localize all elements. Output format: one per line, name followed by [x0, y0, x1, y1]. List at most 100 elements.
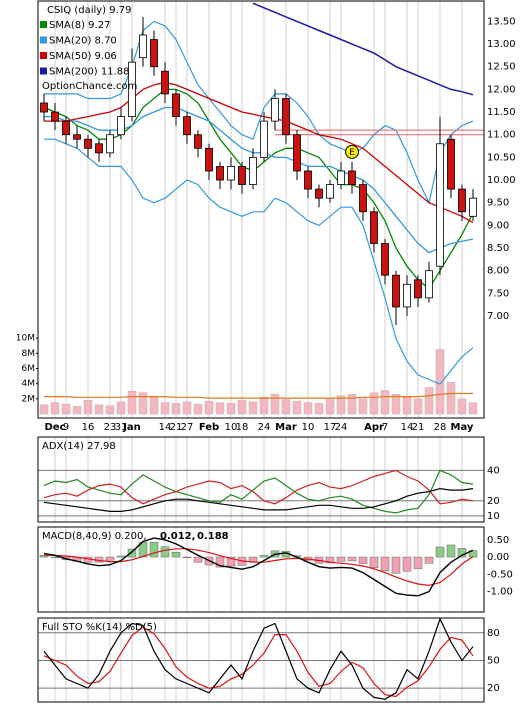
y-tick-label: 13.50 [487, 16, 516, 27]
panel-border [37, 436, 485, 523]
legend-swatch [40, 21, 47, 28]
candle-body [403, 283, 411, 308]
moving-average [43, 88, 474, 290]
candle-body [469, 197, 477, 217]
histogram-bar [347, 556, 357, 562]
volume-bar [446, 381, 456, 415]
histogram-bar [193, 556, 203, 563]
y-tick-label: 8.00 [487, 266, 509, 277]
candle-body [249, 156, 257, 185]
volume-bar [94, 404, 104, 415]
y-tick-label: 40 [487, 465, 500, 476]
volume-bar [402, 397, 412, 415]
histogram-bar [50, 556, 60, 558]
candle-body [414, 279, 422, 299]
candle-body [183, 116, 191, 136]
volume-tick-label: 10M [16, 334, 35, 344]
y-tick-label: 9.50 [487, 198, 509, 209]
x-tick-label: 27 [181, 422, 194, 433]
histogram-bar [413, 556, 423, 570]
histogram-bar [116, 555, 126, 558]
y-tick-label: 0.00 [487, 552, 509, 563]
volume-bar [281, 399, 291, 415]
x-tick-label: Mar [275, 422, 297, 433]
legend-label: SMA(50) 9.06 [49, 51, 117, 62]
volume-bar [435, 349, 445, 415]
y-tick-label: 7.50 [487, 288, 509, 299]
volume-bar [182, 401, 192, 415]
x-tick-label: Apr [364, 422, 384, 433]
candle-body [315, 188, 323, 199]
candle-body [150, 39, 158, 68]
volume-bar [160, 402, 170, 415]
legend-swatch [40, 67, 47, 75]
moving-average [252, 2, 474, 96]
panel-border [37, 526, 485, 613]
candle-body [282, 98, 290, 136]
adx-line [43, 469, 474, 505]
panel [38, 1, 484, 418]
y-tick-label: 12.00 [487, 84, 516, 95]
y-tick-label: 50 [487, 655, 500, 666]
volume-bar [116, 401, 126, 415]
x-tick-label: 10 [302, 422, 315, 433]
volume-bar [358, 398, 368, 415]
histogram-bar [446, 544, 456, 558]
volume-bar [105, 405, 115, 415]
y-tick-label: 10 [487, 511, 500, 522]
volume-bar [193, 403, 203, 415]
histogram-bar [358, 556, 368, 564]
x-tick-label: Jan [122, 422, 141, 433]
volume-bar [468, 402, 478, 415]
volume-bar [39, 404, 49, 415]
panel-border [37, 617, 485, 703]
panel-border [37, 0, 485, 419]
histogram-bar [380, 556, 390, 572]
signal-line [44, 548, 474, 587]
histogram-bar [149, 541, 159, 558]
x-tick-label: 24 [335, 422, 348, 433]
y-tick-label: 11.50 [487, 107, 516, 118]
volume-bar [292, 400, 302, 415]
volume-bar [127, 391, 137, 415]
volume-bar [259, 397, 269, 415]
earnings-marker [345, 144, 359, 159]
x-tick-label: 17 [324, 422, 337, 433]
y-tick-label: 7.00 [487, 311, 509, 322]
histogram-bar [259, 555, 269, 558]
volume-bar [369, 392, 379, 415]
histogram-bar [391, 556, 401, 574]
x-tick-label: 9 [63, 422, 69, 433]
x-tick-label: Feb [199, 422, 219, 433]
candle-body [359, 184, 367, 213]
candle-body [95, 143, 103, 154]
histogram-bar [171, 551, 181, 558]
candle-body [227, 166, 235, 181]
chart-title: CSIQ (daily) 9.79 [47, 5, 132, 16]
y-tick-label: 80 [487, 628, 500, 639]
histogram-bar [435, 546, 445, 558]
volume-bar [380, 390, 390, 415]
candle-body [194, 134, 202, 149]
panel-title: Full STO %K(14) %D(5) [42, 622, 157, 633]
volume-average [44, 392, 473, 399]
volume-bar [314, 403, 324, 415]
candle-body [117, 116, 125, 136]
y-tick-label: 13.00 [487, 39, 516, 50]
candle-body [348, 170, 356, 185]
candle-body [260, 120, 268, 158]
histogram-bar [182, 556, 192, 559]
volume-bar [413, 398, 423, 415]
candle-body [370, 211, 378, 244]
x-tick-label: 21 [412, 422, 425, 433]
volume-bar [72, 406, 82, 415]
macd-line [43, 537, 474, 597]
candle-body [392, 274, 400, 308]
moving-average [44, 106, 474, 254]
panel [38, 437, 484, 522]
earnings-label: E [349, 148, 355, 158]
x-tick-label: 14 [401, 422, 414, 433]
volume-tick-label: 8M [22, 349, 36, 359]
x-tick-label: 24 [258, 422, 271, 433]
